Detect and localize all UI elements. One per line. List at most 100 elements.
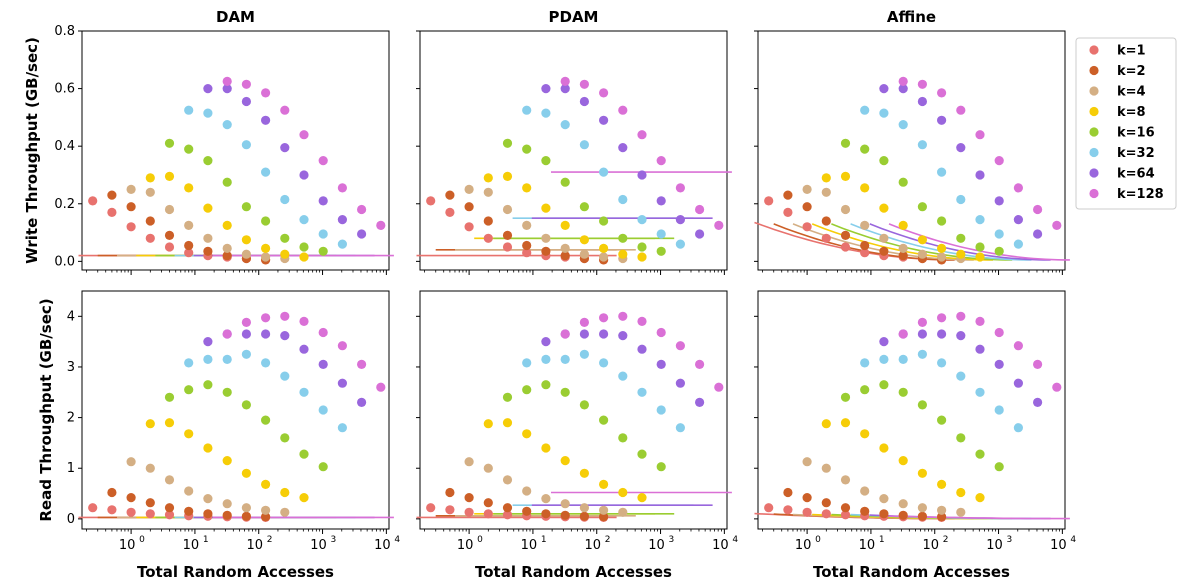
data-point-k8 xyxy=(637,493,647,503)
data-point-k32 xyxy=(917,349,928,359)
data-point-k64 xyxy=(599,115,609,125)
data-point-k32 xyxy=(579,140,590,150)
data-point-k16 xyxy=(579,400,590,410)
data-point-k32 xyxy=(675,423,686,433)
data-point-k32 xyxy=(637,387,647,397)
data-point-k1 xyxy=(783,505,793,515)
data-point-k64 xyxy=(222,84,232,94)
data-point-k8 xyxy=(502,171,513,181)
data-point-k32 xyxy=(860,358,870,368)
data-point-k4 xyxy=(241,503,251,513)
data-point-k2 xyxy=(802,493,812,503)
x-tick-label: 10 xyxy=(457,538,474,553)
data-point-k32 xyxy=(222,354,232,364)
data-point-k16 xyxy=(184,144,194,154)
data-point-k128 xyxy=(656,156,666,166)
legend: k=1 k=2 k=4 k=8 k=16 k=32 k=64 k=128 xyxy=(1075,37,1177,210)
subplot-title: PDAM xyxy=(549,8,599,26)
data-point-k32 xyxy=(994,405,1004,415)
data-point-k4 xyxy=(599,505,609,515)
data-point-k128 xyxy=(579,317,590,327)
data-point-k64 xyxy=(280,143,290,153)
data-point-k4 xyxy=(483,187,493,197)
data-point-k64 xyxy=(337,378,347,388)
x-tick-label: 10 xyxy=(521,538,538,553)
data-point-k128 xyxy=(1033,359,1043,369)
data-point-k8 xyxy=(541,443,551,453)
data-point-k8 xyxy=(483,419,493,429)
data-point-k4 xyxy=(802,184,812,194)
x-tick-label: 10 xyxy=(1050,538,1067,553)
data-point-k64 xyxy=(956,143,966,153)
data-point-k64 xyxy=(675,378,686,388)
data-point-k128 xyxy=(241,317,251,327)
data-point-k16 xyxy=(318,462,328,472)
data-point-k16 xyxy=(879,380,889,390)
data-point-k64 xyxy=(1033,397,1043,407)
data-point-k8 xyxy=(261,243,271,253)
legend-label: k=1 xyxy=(1117,44,1146,59)
data-point-k64 xyxy=(917,329,928,339)
data-point-k32 xyxy=(579,349,590,359)
data-point-k128 xyxy=(337,183,347,193)
data-point-k1 xyxy=(483,233,493,243)
data-point-k2 xyxy=(840,230,851,240)
data-point-k4 xyxy=(126,184,136,194)
data-point-k64 xyxy=(637,170,647,180)
data-point-k2 xyxy=(164,230,175,240)
data-point-k4 xyxy=(464,457,474,467)
data-point-k16 xyxy=(860,144,870,154)
legend-marker xyxy=(1089,106,1099,117)
y-tick-label: 4 xyxy=(67,309,75,324)
data-point-k16 xyxy=(184,385,194,395)
data-point-k8 xyxy=(821,419,831,429)
data-point-k8 xyxy=(917,468,928,478)
data-point-k16 xyxy=(898,177,908,187)
data-point-k32 xyxy=(560,354,570,364)
data-point-k4 xyxy=(261,252,271,262)
data-point-k16 xyxy=(599,415,609,425)
data-point-k2 xyxy=(802,202,812,212)
legend-frame xyxy=(1075,37,1177,210)
data-point-k128 xyxy=(956,105,966,115)
data-point-k2 xyxy=(522,506,532,516)
x-tick-exponent: 4 xyxy=(1070,535,1076,545)
data-point-k32 xyxy=(1013,239,1024,249)
x-axis-label: Total Random Accesses xyxy=(813,563,1010,581)
y-axis-label: Write Throughput (GB/sec) xyxy=(23,37,41,264)
data-point-k1 xyxy=(483,509,493,519)
data-point-k32 xyxy=(860,105,870,115)
data-point-k4 xyxy=(203,494,213,504)
data-point-k16 xyxy=(203,156,213,166)
data-point-k32 xyxy=(222,120,232,130)
data-point-k32 xyxy=(599,358,609,368)
data-point-k1 xyxy=(145,233,155,243)
x-tick-label: 10 xyxy=(310,538,327,553)
legend-label: k=2 xyxy=(1117,64,1146,79)
data-point-k4 xyxy=(840,204,851,215)
data-point-k32 xyxy=(203,108,213,118)
data-point-k2 xyxy=(184,506,194,516)
data-point-k4 xyxy=(241,249,251,259)
x-tick-exponent: 2 xyxy=(605,535,611,545)
data-point-k128 xyxy=(299,130,309,140)
data-point-k32 xyxy=(299,387,309,397)
data-point-k4 xyxy=(502,475,513,485)
data-point-k2 xyxy=(145,498,155,508)
data-point-k128 xyxy=(956,311,966,321)
y-tick-label: 0.6 xyxy=(54,82,75,97)
data-point-k16 xyxy=(879,156,889,166)
data-point-k16 xyxy=(318,246,328,256)
data-point-k64 xyxy=(357,229,367,239)
data-point-k4 xyxy=(579,503,590,513)
x-axis-label: Total Random Accesses xyxy=(475,563,672,581)
data-point-k8 xyxy=(840,418,851,428)
data-point-k1 xyxy=(164,510,175,520)
data-point-k16 xyxy=(937,415,947,425)
data-point-k8 xyxy=(975,252,985,262)
data-point-k1 xyxy=(426,503,436,513)
data-point-k64 xyxy=(917,96,928,107)
data-point-k1 xyxy=(126,507,136,517)
subplot-title: Affine xyxy=(887,8,936,26)
data-point-k128 xyxy=(714,382,724,392)
